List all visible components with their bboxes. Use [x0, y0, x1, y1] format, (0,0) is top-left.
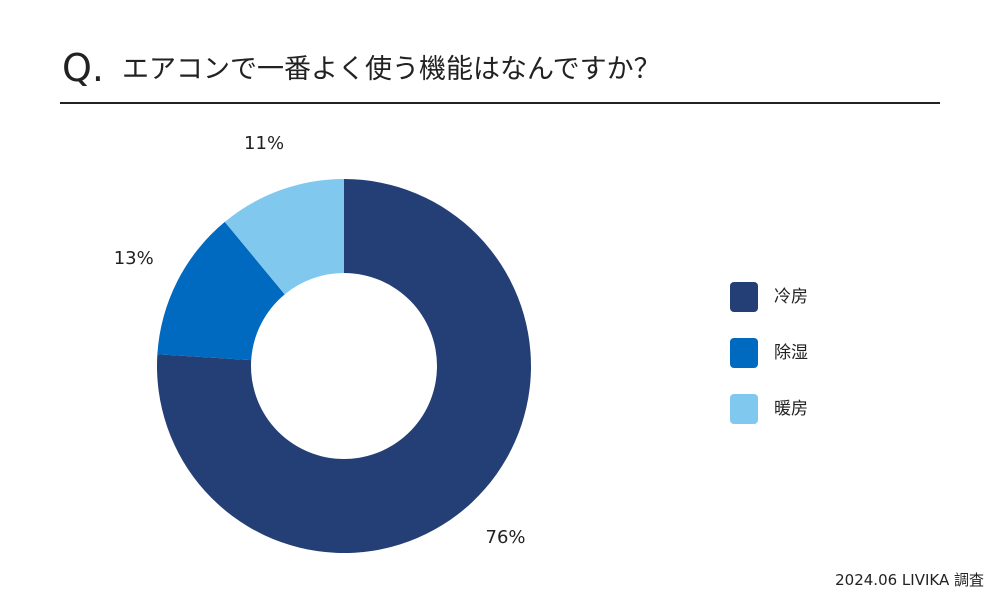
title-bar: Q. エアコンで一番よく使う機能はなんですか？: [60, 40, 940, 104]
legend-swatch-cooling: [730, 282, 758, 312]
data-label-heating: 11%: [244, 133, 284, 154]
legend-label-dehumidify: 除湿: [774, 343, 808, 363]
donut-slice-dehumidify: [157, 221, 285, 361]
legend-swatch-heating: [730, 394, 758, 424]
chart-title: エアコンで一番よく使う機能はなんですか？: [122, 54, 661, 85]
legend-swatch-dehumidify: [730, 338, 758, 368]
data-label-cooling: 76%: [486, 527, 526, 548]
survey-source-note: 2024.06 LIVIKA 調査: [835, 571, 984, 589]
donut-slice-heating: [224, 179, 344, 295]
question-mark-label: Q.: [62, 46, 104, 90]
data-label-dehumidify: 13%: [114, 248, 154, 269]
legend-label-cooling: 冷房: [774, 287, 808, 307]
donut-slice-cooling: [157, 179, 531, 553]
legend-label-heating: 暖房: [774, 399, 808, 419]
